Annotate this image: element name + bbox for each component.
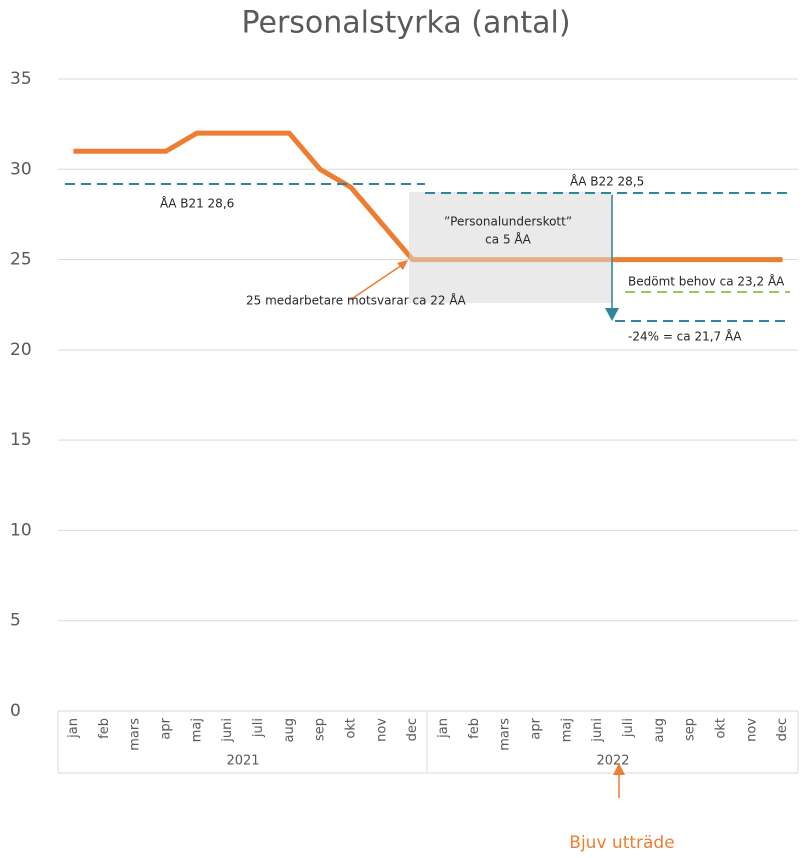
- x-tick-label: okt: [343, 718, 358, 739]
- x-tick-label: nov: [374, 718, 389, 742]
- x-tick-label: sep: [313, 718, 328, 741]
- x-tick-label: sep: [683, 718, 698, 741]
- annotation: ca 5 ÅA: [485, 232, 531, 247]
- annotation: 25 medarbetare motsvarar ca 22 ÅA: [246, 293, 467, 308]
- y-tick-label: 0: [10, 701, 21, 721]
- y-tick-label: 20: [10, 340, 32, 360]
- annotation: -24% = ca 21,7 ÅA: [628, 329, 742, 344]
- annotation: ÅA B21 28,6: [160, 196, 234, 211]
- arrow: [349, 264, 403, 301]
- x-tick-label: maj: [559, 718, 574, 742]
- x-tick-label: jan: [436, 718, 451, 739]
- x-tick-label: dec: [775, 718, 790, 741]
- x-tick-label: jan: [66, 718, 81, 739]
- x-tick-label: nov: [744, 718, 759, 742]
- x-tick-label: maj: [189, 718, 204, 742]
- y-tick-label: 30: [10, 159, 32, 179]
- y-tick-label: 5: [10, 611, 21, 631]
- x-tick-label: juli: [251, 718, 266, 738]
- x-axis: jan feb mars apr maj juni juli aug sep okt nov dec j…: [57, 711, 799, 774]
- annotation: Bedömt behov ca 23,2 ÅA: [628, 274, 785, 289]
- shortage-box: [409, 192, 613, 303]
- x-tick-label: aug: [652, 718, 667, 742]
- x-tick-label: juni: [220, 718, 235, 743]
- y-tick-label: 10: [10, 520, 32, 540]
- x-tick-label: mars: [498, 718, 513, 751]
- group-label: 2021: [226, 754, 259, 769]
- x-tick-label: feb: [97, 718, 112, 739]
- x-tick-label: juni: [590, 718, 605, 743]
- y-tick-label: 35: [10, 69, 32, 89]
- annotation: ÅA B22 28,5: [570, 174, 644, 189]
- x-tick-label: okt: [713, 718, 728, 739]
- arrow-head: [605, 308, 619, 321]
- x-tick-label: juli: [621, 718, 636, 738]
- arrow-head: [397, 260, 408, 270]
- y-tick-label: 25: [10, 250, 32, 270]
- y-tick-label: 15: [10, 430, 32, 450]
- annotations: ÅA B21 28,6 ÅA B22 28,5 ”Personalundersk…: [65, 174, 790, 853]
- x-tick-label: mars: [128, 718, 143, 751]
- annotation: Bjuv utträde: [569, 833, 674, 853]
- x-tick-label: apr: [158, 717, 173, 739]
- x-tick-label: apr: [528, 717, 543, 739]
- annotation: ”Personalunderskott”: [444, 215, 572, 229]
- x-tick-label: feb: [467, 718, 482, 739]
- x-tick-label: aug: [282, 718, 297, 742]
- arrow-head: [613, 763, 625, 775]
- chart-title: Personalstyrka (antal): [241, 6, 570, 41]
- group-label: 2022: [596, 754, 629, 769]
- x-tick-label: dec: [405, 718, 420, 741]
- grid: 0 5 10 15 20 25 30 35: [10, 69, 798, 721]
